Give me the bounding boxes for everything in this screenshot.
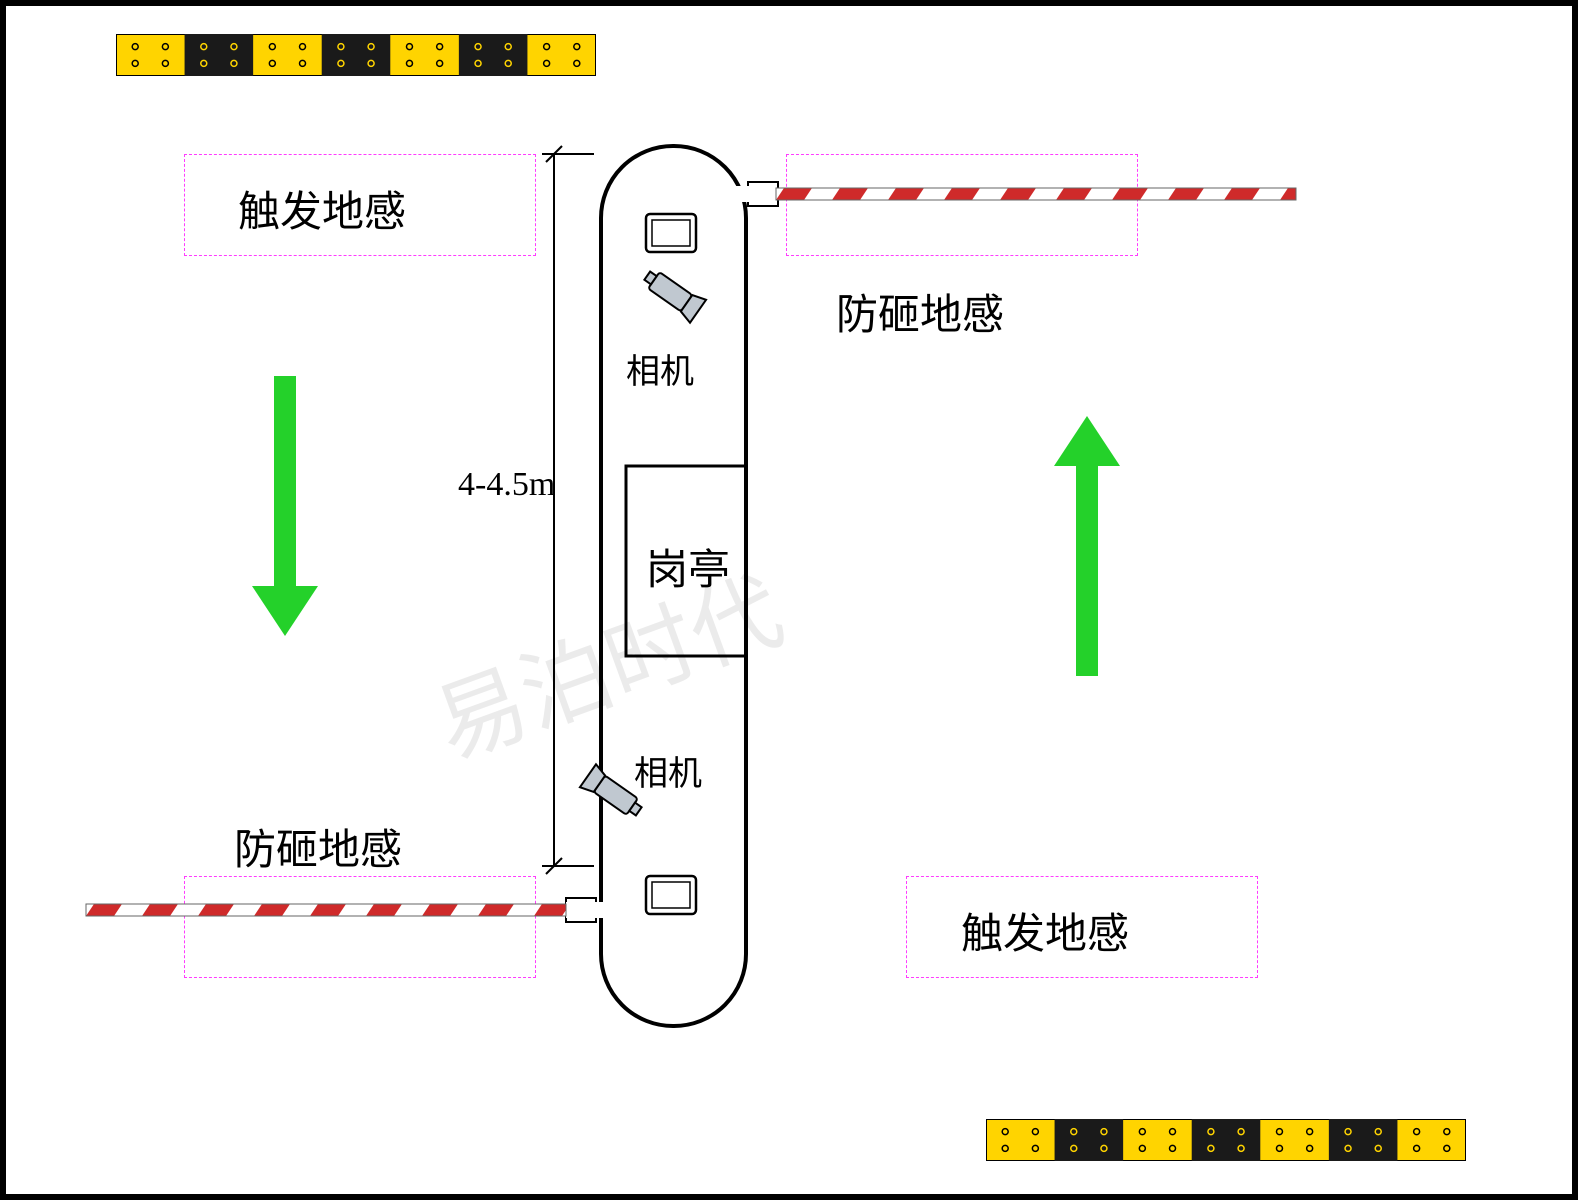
diagram-canvas: 易泊时代 岗亭 相机 相机 4-4.5m 触发地感 防砸地感 防砸地感 触发地感: [0, 0, 1578, 1200]
arrows-svg: [6, 6, 1572, 1194]
